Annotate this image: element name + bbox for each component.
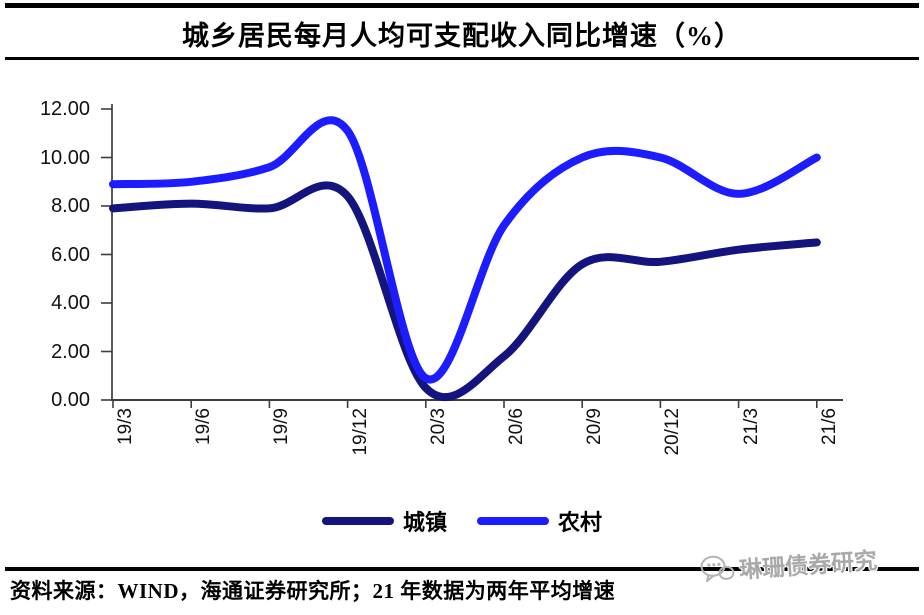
y-tick-label: 2.00 [51, 340, 90, 363]
x-tick-label: 21/6 [818, 408, 840, 445]
top-rule [5, 3, 919, 8]
x-tick-label: 19/3 [115, 408, 136, 445]
y-tick-label: 12.00 [39, 98, 90, 120]
legend-item-urban: 城镇 [321, 505, 447, 537]
x-tick-label: 19/6 [193, 408, 215, 445]
x-tick-label: 19/9 [271, 408, 293, 445]
urban-line-swatch [321, 517, 394, 525]
rural-line-swatch [477, 517, 549, 525]
watermark: 琳珊债券研究 [699, 538, 921, 587]
y-tick-label: 4.00 [51, 292, 90, 314]
legend: 城镇 农村 [0, 505, 924, 537]
x-tick-label: 20/3 [427, 408, 449, 445]
legend-label-rural: 农村 [558, 510, 603, 535]
legend-label-urban: 城镇 [402, 510, 447, 535]
y-tick-label: 0.00 [51, 389, 90, 411]
y-tick-label: 6.00 [51, 243, 90, 266]
legend-item-rural: 农村 [477, 505, 602, 537]
x-tick-label: 20/6 [506, 408, 527, 445]
wechat-icon [700, 555, 735, 583]
title-rule [5, 57, 919, 60]
y-tick-label: 8.00 [51, 195, 90, 217]
x-tick-label: 21/3 [740, 408, 762, 445]
urban-series-line [109, 181, 821, 402]
chart-title: 城乡居民每月人均可支配收入同比增速（%） [182, 21, 742, 51]
x-tick-label: 19/12 [349, 408, 371, 456]
rural-series-line [109, 116, 821, 384]
source-note: 资料来源：WIND，海通证券研究所；21 年数据为两年平均增速 [10, 579, 616, 603]
footer-rule [5, 567, 919, 571]
x-tick-label: 20/12 [662, 408, 684, 456]
y-tick-label: 10.00 [39, 146, 90, 169]
x-tick-label: 20/9 [584, 408, 606, 445]
